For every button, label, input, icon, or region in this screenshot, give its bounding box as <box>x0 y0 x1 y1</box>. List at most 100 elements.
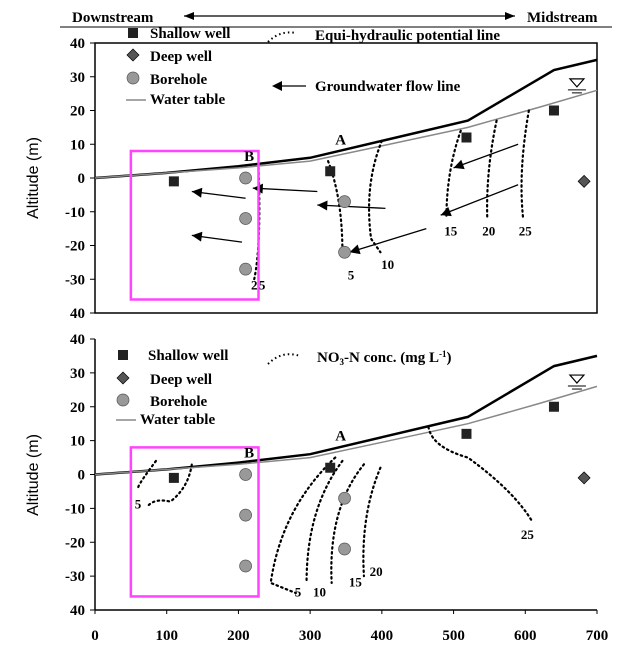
deep-well-marker <box>577 174 591 188</box>
legend-contour-line <box>267 353 301 365</box>
contour-label: 25 <box>519 223 533 238</box>
contour-label: 10 <box>313 584 326 599</box>
flow-arrowhead <box>317 200 328 211</box>
x-tick-label: 700 <box>586 628 609 644</box>
y-tick-label: -10 <box>65 205 85 221</box>
shallow-well-marker <box>325 462 336 473</box>
contour-5-b <box>136 459 158 490</box>
x-tick-label: 200 <box>227 628 250 644</box>
water-table-line <box>94 89 598 179</box>
contour-5-a <box>147 463 193 507</box>
legend-flow-label: Groundwater flow line <box>315 79 461 95</box>
legend-shallow-label: Shallow well <box>148 348 228 364</box>
flow-arrowhead <box>191 187 203 198</box>
y-tick-label: 40 <box>70 306 85 322</box>
point-label-b: B <box>244 149 254 165</box>
legend-deep-marker <box>116 371 130 385</box>
borehole-marker <box>239 508 252 522</box>
legend-shallow-label: Shallow well <box>150 26 230 42</box>
contour-label: 10 <box>381 257 394 272</box>
top-legend: Shallow well Deep well Borehole Water ta… <box>126 26 500 108</box>
flow-arrow <box>252 187 318 193</box>
contour-label: 15 <box>349 574 363 589</box>
legend-deep-label: Deep well <box>150 372 212 388</box>
legend-borehole-label: Borehole <box>150 394 208 410</box>
shallow-well-marker <box>461 428 472 439</box>
y-tick-label: -20 <box>65 239 85 255</box>
flow-arrow <box>317 204 386 210</box>
y-tick-label: -30 <box>65 569 85 585</box>
contour-10 <box>305 459 344 584</box>
y-tick-label: -20 <box>65 535 85 551</box>
deep-well-marker <box>577 471 591 485</box>
y-tick-label: 40 <box>70 332 85 348</box>
top-ylabel: Altitude (m) <box>25 137 42 219</box>
flow-arrowhead <box>440 206 452 217</box>
shallow-well-marker <box>168 472 179 483</box>
x-tick-label: 0 <box>91 628 99 644</box>
borehole-marker <box>338 491 351 505</box>
point-label-a: A <box>335 429 346 445</box>
shallow-well-marker <box>325 166 336 177</box>
y-tick-label: 0 <box>78 171 86 187</box>
legend-borehole-label: Borehole <box>150 72 208 88</box>
downstream-label: Downstream <box>72 10 154 26</box>
y-tick-label: 30 <box>70 366 85 382</box>
shallow-well-marker <box>168 176 179 187</box>
shallow-well-marker <box>548 401 559 412</box>
contour-5-c <box>269 456 337 595</box>
flow-arrowhead <box>191 231 203 242</box>
contour-25 <box>427 425 534 524</box>
x-tick-label: 300 <box>299 628 322 644</box>
contour-label: 2 <box>251 277 258 292</box>
y-tick-label: 10 <box>70 434 85 450</box>
y-tick-label: 40 <box>70 36 85 52</box>
contour-15 <box>330 463 366 584</box>
y-tick-label: 10 <box>70 137 85 153</box>
legend-watertable-label: Water table <box>140 412 215 428</box>
highlight-box <box>129 149 260 301</box>
contour-label: 5 <box>135 496 142 511</box>
legend-deep-label: Deep well <box>150 49 212 65</box>
header-double-arrow <box>184 12 515 20</box>
contour-20 <box>486 119 498 220</box>
contour-label: 15 <box>444 223 458 238</box>
legend-deep-marker <box>126 48 140 62</box>
legend-contour-label: NO3-N conc. (mg L-1) <box>317 349 451 367</box>
legend-contour-label: Equi-hydraulic potential line <box>315 28 500 44</box>
contour-10 <box>367 139 383 254</box>
point-label-a: A <box>335 132 346 148</box>
y-tick-label: -10 <box>65 501 85 517</box>
midstream-label: Midstream <box>527 10 598 26</box>
flow-arrow <box>349 228 427 253</box>
x-tick-label: 600 <box>514 628 537 644</box>
legend-watertable-label: Water table <box>150 92 225 108</box>
borehole-marker <box>239 171 252 185</box>
shallow-well-marker <box>461 132 472 143</box>
flow-arrow <box>440 184 519 216</box>
flow-arrow <box>453 143 519 169</box>
borehole-marker <box>338 542 351 556</box>
y-tick-label: 0 <box>78 468 86 484</box>
y-tick-label: 20 <box>70 400 85 416</box>
x-tick-label: 400 <box>371 628 394 644</box>
point-label-b: B <box>244 446 254 462</box>
flow-arrowhead <box>453 159 465 170</box>
contour-label: 5 <box>295 584 302 599</box>
y-tick-label: 40 <box>70 603 85 619</box>
legend-borehole-marker <box>116 393 130 407</box>
shallow-well-marker <box>548 105 559 116</box>
borehole-marker <box>239 262 252 276</box>
bottom-legend: Shallow well Deep well Borehole Water ta… <box>116 348 451 428</box>
borehole-marker <box>338 245 351 259</box>
legend-flow-arrowhead <box>272 81 282 91</box>
borehole-marker <box>239 212 252 225</box>
highlight-box <box>129 446 260 598</box>
water-table-symbol <box>568 374 586 384</box>
y-tick-label: 30 <box>70 70 85 86</box>
contour-label: 20 <box>370 564 383 579</box>
x-tick-label: 500 <box>442 628 465 644</box>
